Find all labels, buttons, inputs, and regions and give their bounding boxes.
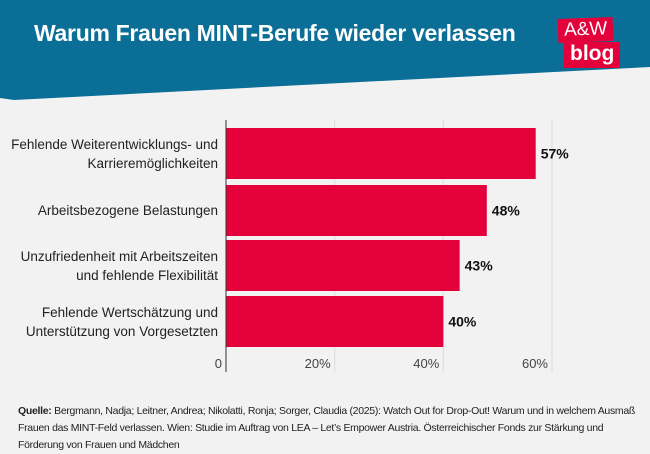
category-label: Fehlende Weiterentwicklungs- und Karriere… — [11, 136, 218, 171]
chart-title: Warum Frauen MINT-Berufe wieder verlasse… — [34, 20, 516, 46]
category-label: Arbeitsbezogene Belastungen — [37, 203, 218, 218]
category-label: Fehlende Wertschätzung und Unterstützung … — [25, 304, 218, 339]
data-label: 48% — [492, 203, 521, 219]
x-tick-label: 40% — [413, 356, 439, 371]
header-banner — [0, 0, 650, 100]
x-tick-label: 20% — [305, 356, 331, 371]
x-tick-label: 0 — [215, 356, 222, 371]
bar-chart: 57% 48% 43% 40% 0 20% 40% 60% — [215, 120, 570, 372]
category-label: Unzufriedenheit mit Arbeitszeiten und feh… — [20, 248, 218, 283]
logo-blog: blog — [564, 42, 621, 68]
bar — [226, 240, 460, 291]
bar — [226, 128, 536, 179]
data-label: 57% — [541, 146, 570, 162]
data-label: 43% — [465, 258, 494, 274]
source-note: Quelle: Bergmann, Nadja; Leitner, Andrea… — [18, 403, 648, 454]
x-tick-label: 60% — [522, 356, 548, 371]
source-text: Bergmann, Nadja; Leitner, Andrea; Nikola… — [18, 405, 636, 451]
bar — [226, 185, 487, 236]
data-label: 40% — [448, 314, 477, 330]
bar — [226, 296, 444, 347]
source-label: Quelle: — [18, 405, 52, 417]
